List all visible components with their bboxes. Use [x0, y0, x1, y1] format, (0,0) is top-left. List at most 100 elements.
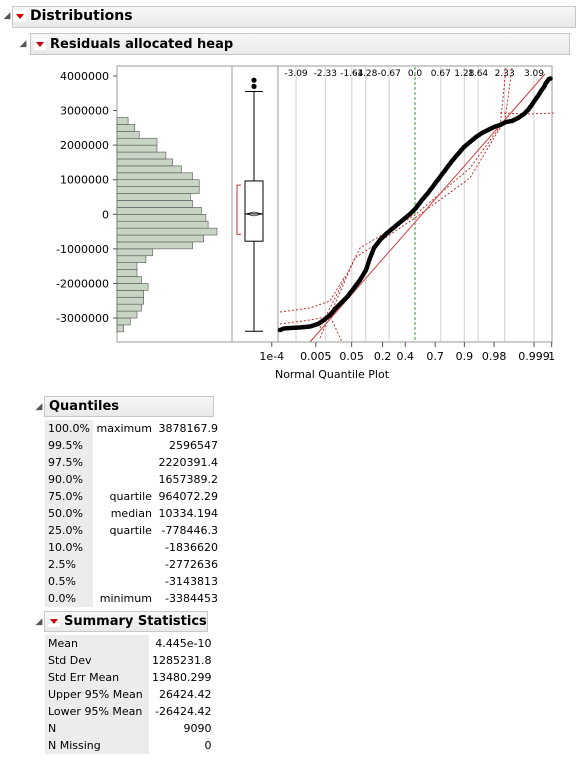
shortest-half-bracket: [236, 184, 241, 235]
summary-label: N: [45, 720, 149, 737]
nq-top-tick-label: 1.64: [468, 69, 488, 79]
quantile-label: [93, 471, 155, 488]
histogram-bar: [116, 269, 138, 277]
quantile-percent: 2.5%: [45, 556, 93, 573]
quantile-percent: 0.0%: [45, 590, 93, 607]
histogram-bar: [116, 290, 144, 298]
nq-bottom-tick-label: 0.005: [300, 350, 332, 363]
summary-table: Mean 4.445e-10 Std Dev 1285231.8 Std Err Mea…: [45, 635, 215, 754]
box-plot: [236, 77, 264, 332]
histogram-bar: [116, 234, 204, 243]
histogram-bar: [116, 186, 200, 194]
summary-label: Std Err Mean: [45, 669, 149, 686]
summary-row: N Missing 0: [45, 737, 215, 754]
summary-row: Upper 95% Mean 26424.42: [45, 686, 215, 703]
quantile-value: -1836620: [164, 541, 218, 554]
collapse-triangle-icon[interactable]: ◢: [35, 616, 43, 627]
normal-quantile-top-axis: -3.09 -2.33 -1.64-1.28 -0.67 0.0 0.67 1.281.64…: [284, 69, 544, 79]
summary-value: 9090: [183, 722, 212, 735]
nq-top-tick-label: -1.64: [340, 69, 364, 79]
summary-header: ◢ Summary Statistics: [34, 611, 207, 632]
quantile-label: [93, 556, 155, 573]
red-triangle-menu-button[interactable]: [14, 10, 26, 22]
quantile-percent: 50.0%: [45, 505, 93, 522]
quantile-label: [93, 454, 155, 471]
nq-top-tick-label: -1.28: [354, 69, 378, 79]
nq-bottom-tick-label: 0.05: [339, 350, 364, 363]
nq-bottom-tick-label: 0.9: [456, 350, 474, 363]
summary-label: Std Dev: [45, 652, 149, 669]
y-axis: 4000000 3000000 2000000 1000000 0 -1000000 -20…: [56, 70, 117, 325]
y-tick-label: 3000000: [60, 105, 109, 118]
nq-top-tick-label: 2.33: [495, 69, 515, 79]
quantiles-title: Quantiles: [49, 399, 120, 414]
nq-top-tick-label: -0.67: [378, 69, 401, 79]
nq-top-tick-label: 1.28: [454, 69, 474, 79]
quantile-value: 2596547: [168, 439, 218, 452]
summary-row: Std Err Mean 13480.299: [45, 669, 215, 686]
quantile-row: 99.5% 2596547: [45, 437, 221, 454]
histogram-bar: [116, 207, 202, 215]
normal-quantile-points: [277, 76, 553, 333]
report-title: Residuals allocated heap: [50, 36, 234, 52]
quantile-row: 2.5% -2772636: [45, 556, 221, 573]
red-triangle-menu-button[interactable]: [34, 38, 46, 50]
nq-bottom-tick-label: 0.4: [397, 350, 415, 363]
nq-bottom-tick-label: 0.98: [482, 350, 507, 363]
histogram-bar: [116, 248, 153, 257]
summary-label: Upper 95% Mean: [45, 686, 149, 703]
quantile-row: 75.0% quartile 964072.29: [45, 488, 221, 505]
collapse-triangle-icon[interactable]: ◢: [3, 11, 11, 21]
histogram-bar: [116, 227, 218, 236]
quantile-value: 3878167.9: [158, 422, 218, 435]
quantile-label: quartile: [109, 490, 152, 503]
quantile-value: -3143813: [164, 575, 218, 588]
quantile-value: -3384453: [164, 592, 218, 605]
histogram-bar: [116, 165, 182, 174]
histogram-bars: [116, 117, 218, 333]
quantile-value: -2772636: [164, 558, 218, 571]
quantile-label: [93, 539, 155, 556]
mean-diamond: [245, 211, 263, 217]
y-tick-label: -2000000: [56, 277, 109, 290]
histogram-bar: [116, 324, 124, 333]
quantile-percent: 75.0%: [45, 488, 93, 505]
summary-row: Lower 95% Mean -26424.42: [45, 703, 215, 720]
nq-top-tick-label: 3.09: [524, 69, 544, 79]
quantile-value: -778446.3: [161, 524, 218, 537]
summary-value: 26424.42: [159, 688, 212, 701]
nq-bottom-tick-label: 0.999: [518, 350, 550, 363]
quantile-row: 10.0% -1836620: [45, 539, 221, 556]
histogram-bar: [116, 296, 144, 305]
summary-label: Mean: [45, 635, 149, 652]
quantile-row: 90.0% 1657389.2: [45, 471, 221, 488]
histogram-bar: [116, 124, 136, 132]
quantile-row: 0.5% -3143813: [45, 573, 221, 590]
summary-header-bar: [44, 611, 208, 632]
summary-row: Mean 4.445e-10: [45, 635, 215, 652]
quantile-label: quartile: [109, 524, 152, 537]
quantiles-header: ◢ Quantiles: [34, 396, 119, 417]
quantile-percent: 0.5%: [45, 573, 93, 590]
summary-value: -26424.42: [155, 705, 212, 718]
histogram-bar: [116, 151, 167, 160]
summary-value: 13480.299: [152, 671, 212, 684]
quantile-value: 10334.194: [158, 507, 218, 520]
histogram-bar: [116, 200, 193, 208]
histogram-bar: [116, 158, 173, 167]
quantile-value: 1657389.2: [158, 473, 218, 486]
histogram-bar: [116, 283, 149, 291]
y-tick-label: 1000000: [60, 174, 109, 187]
quantile-percent: 97.5%: [45, 454, 93, 471]
red-triangle-menu-button[interactable]: [48, 616, 60, 627]
histogram-bar: [116, 179, 200, 187]
distributions-title: Distributions: [30, 8, 133, 24]
nq-top-tick-label: 0.67: [431, 69, 451, 79]
collapse-triangle-icon[interactable]: ◢: [35, 401, 43, 412]
nq-top-tick-label: -2.33: [314, 69, 337, 79]
histogram-bar: [116, 276, 142, 284]
distributions-header: ◢ Distributions: [2, 6, 574, 26]
summary-value: 4.445e-10: [155, 637, 212, 650]
collapse-triangle-icon[interactable]: ◢: [19, 39, 27, 49]
